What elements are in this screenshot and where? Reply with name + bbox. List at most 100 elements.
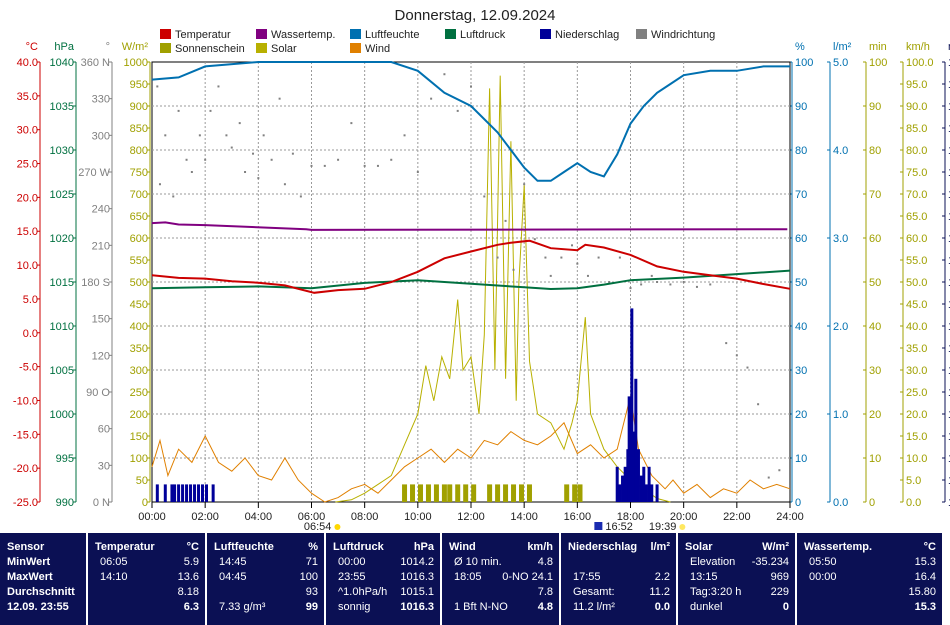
rain-tick-label: 2.0 [833,321,848,333]
wind-direction-point [483,195,486,198]
winddir-tick-label: 0 N [93,497,110,509]
temp-tick-label: 5.0 [23,294,38,306]
panel-cell-value: 6.3 [183,601,199,613]
wind-unit-label: km/h [906,41,930,53]
legend: Temperatur Wassertemp. Luftfeuchte Luftdruc… [160,29,715,55]
wind-direction-point [403,134,406,137]
rain-unit-label: l/m² [833,41,852,53]
panel-cell-value: 1015.1 [400,586,434,598]
precipitation-bar [655,484,659,502]
wind-direction-point [217,85,220,88]
extra-tick-label: 1 [948,299,950,311]
extra-tick-label: 1 [948,497,950,509]
precipitation-bar [204,484,208,502]
sunshine-bar [425,484,431,502]
panel-cell-label: 7.33 g/m³ [219,601,266,613]
sunmin-tick-label: 60 [869,233,881,245]
humidity-tick-label: 60 [795,233,807,245]
solar-tick-label: 700 [130,189,148,201]
x-tick-label: 08:00 [351,511,379,523]
extra-tick-label: 1 [948,453,950,465]
panel-cell-label: 00:00 [338,556,366,568]
humidity-tick-label: 50 [795,277,807,289]
pressure-tick-label: 1035 [50,101,74,113]
marker-label: 16:52 [605,521,633,530]
panel-cell-label: ^1.0hPa/h [338,586,388,598]
panel-cell-value: 16.4 [914,571,936,583]
wind-direction-point [504,219,507,222]
wind-direction-point [252,152,255,155]
wind-direction-point [682,281,685,283]
winddir-tick-label: 360 N [81,57,110,69]
sunmin-tick-label: 90 [869,101,881,113]
temp-tick-label: 10.0 [17,260,38,272]
extra-tick-label: 1 [948,123,950,135]
precipitation-bar [618,484,622,502]
legend-label: Sonnenschein [175,43,245,55]
panel-cell-label: 14:10 [100,571,128,583]
wind-direction-point [767,476,770,479]
winddir-tick-label: 60 [98,424,110,436]
pressure-tick-label: 1000 [50,409,74,421]
wind-direction-point [299,195,302,198]
wind-tick-label: 20.0 [906,409,927,421]
panel-cell-value: 15.80 [908,586,936,598]
panel-header-unit: % [308,541,318,553]
panel-cell-value: 8.18 [177,586,199,598]
wind-direction-point [496,256,499,259]
panel-column: Temperatur °C 06:05 5.9 14:10 13.6 8.18 6.3 [88,533,207,625]
wind-direction-point [549,274,552,277]
solar-tick-label: 650 [130,211,148,223]
wind-direction-point [416,171,419,173]
panel-cell-value: 99 [305,601,318,613]
wind-direction-point [523,183,526,186]
extra-tick-label: 1 [948,145,950,157]
panel-header: Solar [685,541,713,553]
wind-tick-label: 75.0 [906,167,927,179]
legend-label: Temperatur [175,29,231,41]
sunmin-tick-label: 10 [869,453,881,465]
series-niederschlag [155,308,659,502]
x-tick-label: 04:00 [245,511,273,523]
precipitation-bar [201,484,205,502]
extra-tick-label: 1 [948,57,950,69]
precipitation-bar [621,475,625,502]
precipitation-bar [630,308,634,502]
wind-direction-point [310,164,313,167]
precipitation-bar [615,466,619,502]
panel-column: Niederschlag l/m² 17:55 2.2 Gesamt: 11.2 11.2 … [561,533,678,625]
panel-column: Solar W/m² Elevation -35.234 13:15 969 Tag:3:2… [678,533,797,625]
precipitation-bar [627,396,631,502]
extra-tick-label: 1 [948,387,950,399]
solar-tick-label: 600 [130,233,148,245]
wind-direction-point [204,158,207,161]
sunshine-bar [495,484,501,502]
wind-direction-point [283,183,286,186]
sunmin-tick-label: 40 [869,321,881,333]
wind-direction-point [656,281,659,283]
sunshine-bar [511,484,517,502]
legend-label: Wassertemp. [271,29,335,41]
panel-column: Wind km/h Ø 10 min. 4.8 18:05 0-NO 24.1 7.8 1 B… [442,533,561,625]
panel-cell-label: Elevation [690,556,736,568]
extra-tick-label: 1 [948,343,950,355]
wind-direction-point [190,171,193,173]
wind-direction-point [230,146,233,149]
x-tick-label: 00:00 [138,511,166,523]
precipitation-bar [177,484,181,502]
pressure-tick-label: 1015 [50,277,74,289]
panel-header-unit: °C [186,541,199,553]
solar-tick-label: 550 [130,255,148,267]
panel-cell-label: 05:50 [809,556,837,568]
panel-header: Temperatur [95,541,155,553]
wind-direction-point [185,158,188,161]
wind-tick-label: 30.0 [906,365,927,377]
precipitation-bar [170,484,174,502]
humidity-tick-label: 40 [795,321,807,333]
wind-tick-label: 5.0 [906,475,921,487]
winddir-tick-label: 240 [92,204,110,216]
panel-cell-label: 1 Bft N-NO [454,601,508,613]
panel-cell-value: 100 [299,571,318,583]
legend-label: Windrichtung [651,29,715,41]
precipitation-bar [193,484,197,502]
